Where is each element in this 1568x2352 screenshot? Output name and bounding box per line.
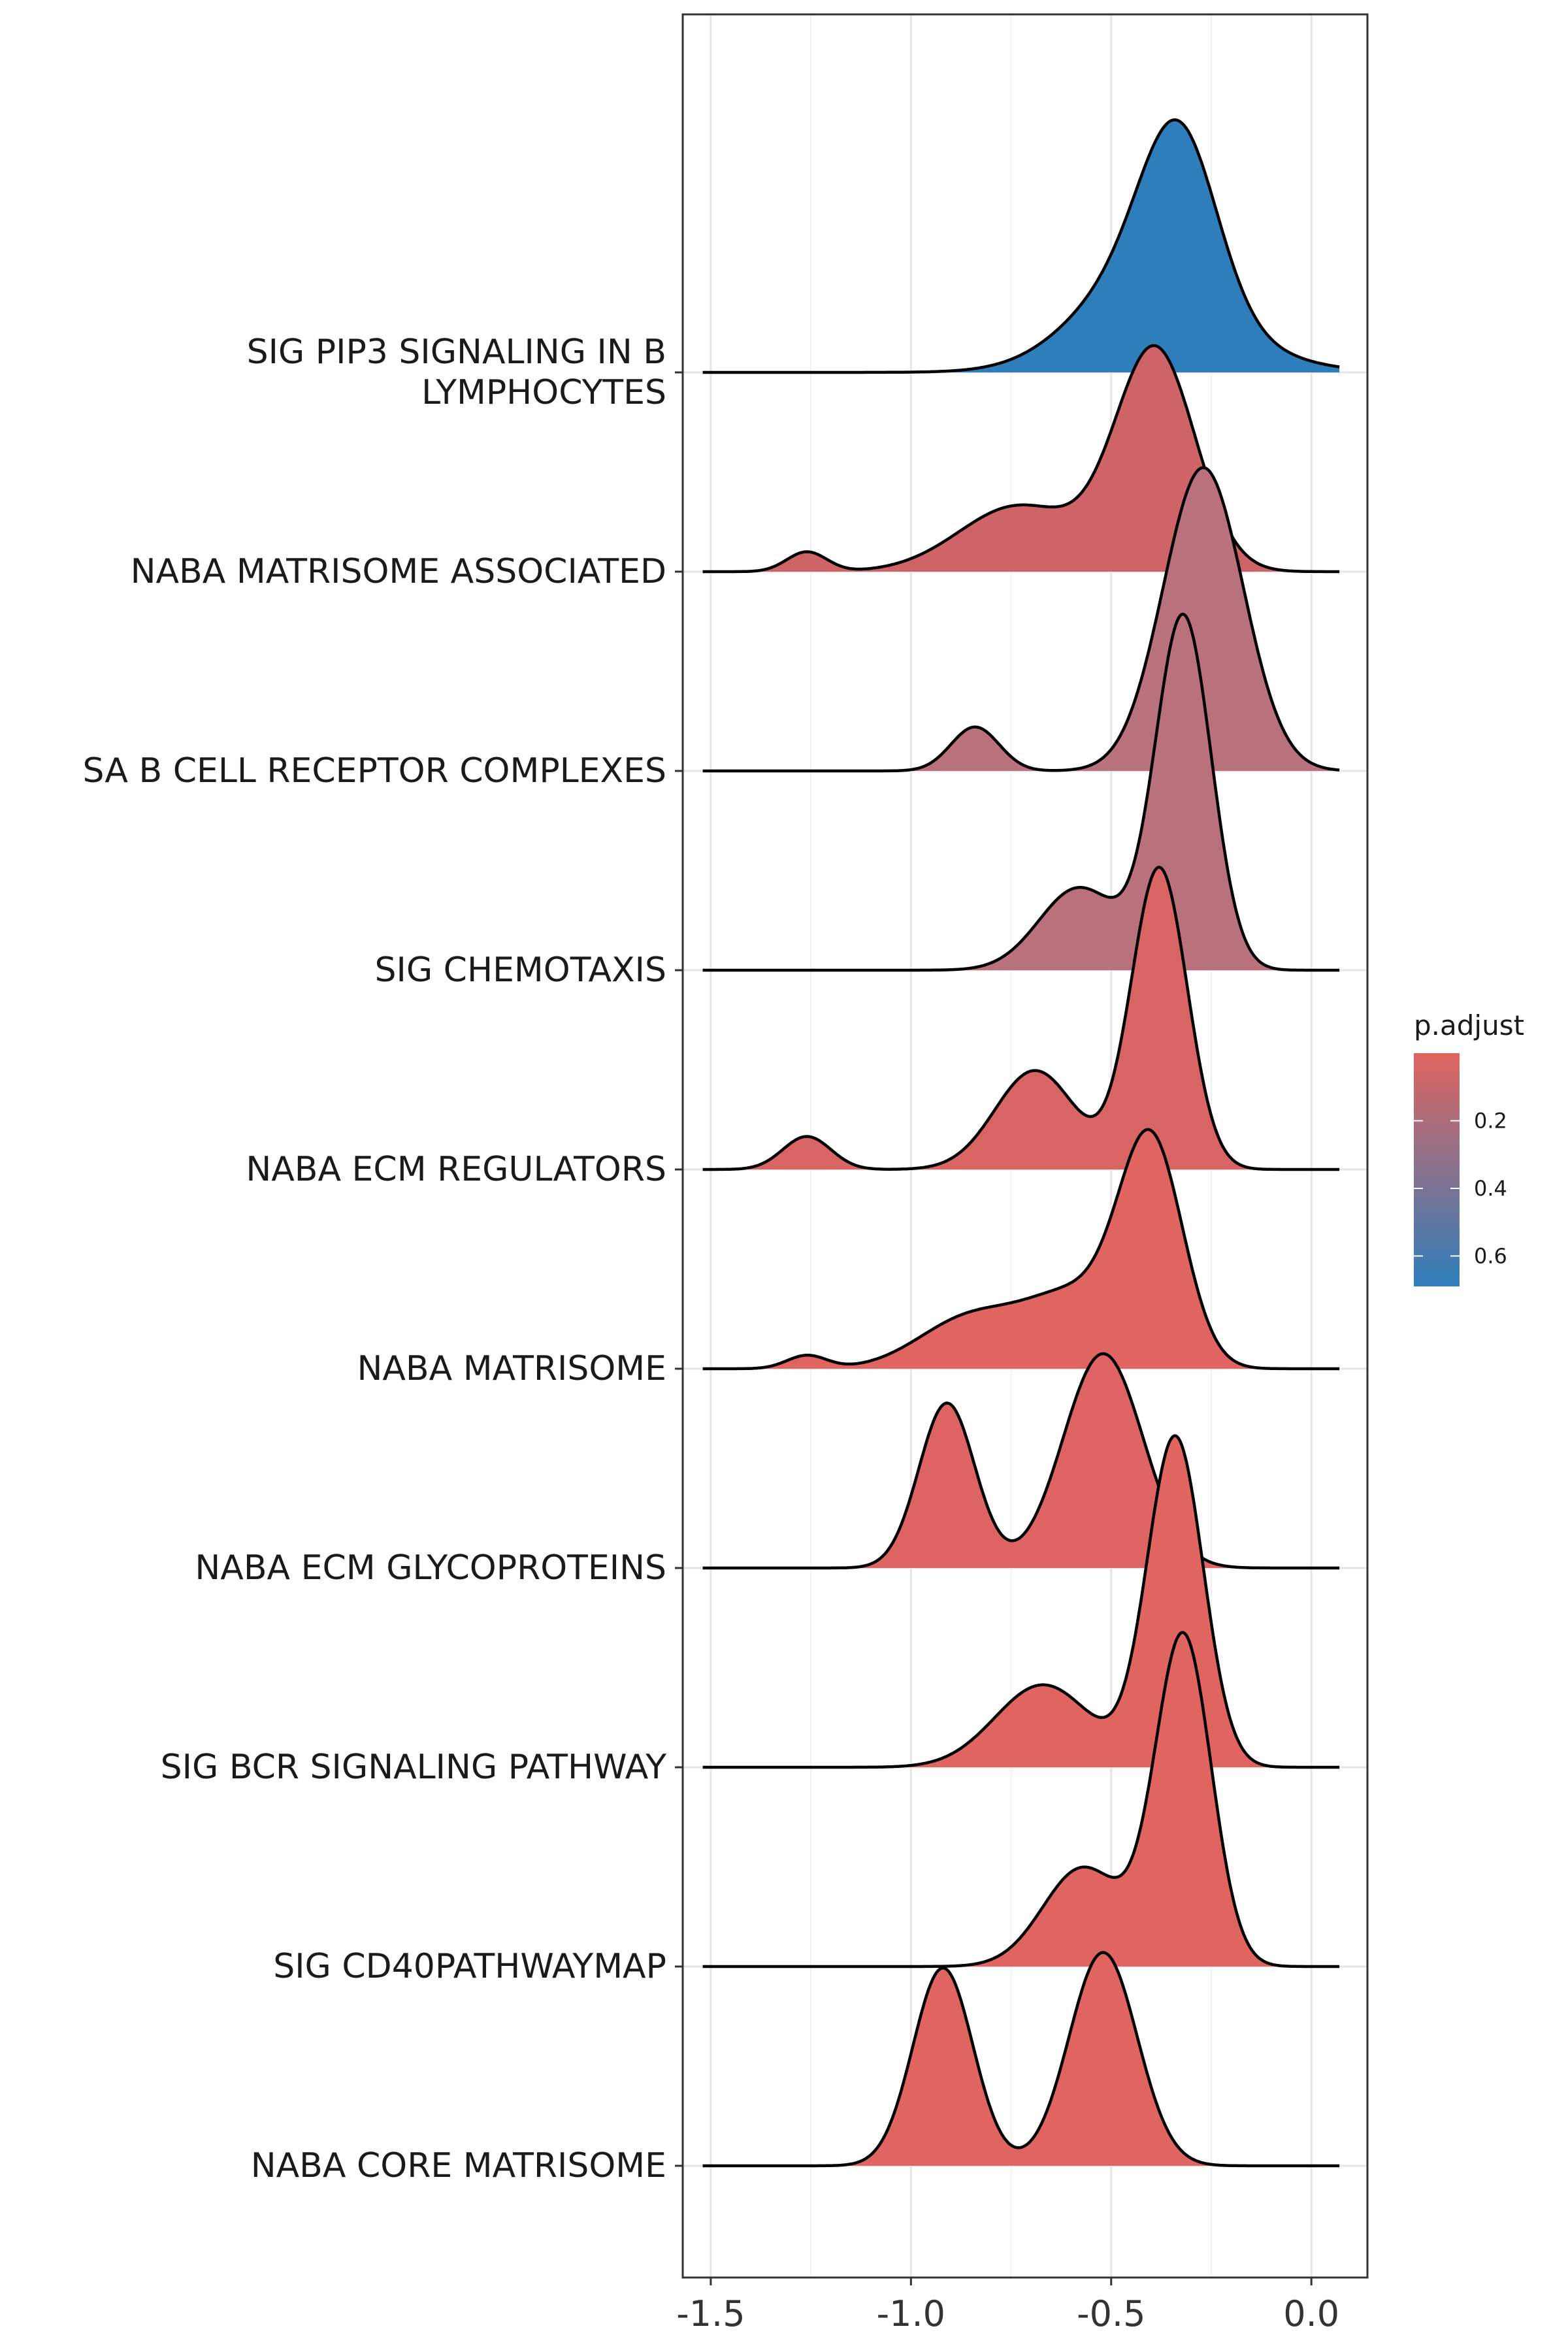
y-axis-label: NABA MATRISOME — [357, 1349, 666, 1388]
y-axis-label: SIG CHEMOTAXIS — [375, 951, 667, 990]
y-axis-label-line: NABA ECM REGULATORS — [246, 1150, 666, 1189]
y-axis-label-line: NABA ECM GLYCOPROTEINS — [195, 1548, 666, 1588]
legend-tick-label: 0.4 — [1474, 1176, 1507, 1201]
ridge-area — [702, 1129, 1340, 1369]
ridge-area — [702, 1632, 1340, 1967]
y-axis-label: SIG CD40PATHWAYMAP — [273, 1947, 666, 1986]
legend-color-bar — [1414, 1053, 1460, 1286]
x-axis-ticks: -1.5 -1.0 -0.5 0.0 — [676, 2278, 1339, 2334]
y-axis-labels: SIG PIP3 SIGNALING IN B LYMPHOCYTES NABA M… — [82, 333, 683, 2185]
y-axis-label-line: NABA MATRISOME — [357, 1349, 666, 1388]
y-axis-label: SIG BCR SIGNALING PATHWAY — [161, 1748, 667, 1787]
x-tick-label: -0.5 — [1077, 2293, 1145, 2334]
y-axis-label-line: SIG PIP3 SIGNALING IN B — [247, 333, 666, 372]
y-axis-label-line: SA B CELL RECEPTOR COMPLEXES — [82, 751, 666, 791]
y-axis-label: SIG PIP3 SIGNALING IN B LYMPHOCYTES — [247, 333, 666, 412]
y-axis-label: NABA ECM REGULATORS — [246, 1150, 666, 1189]
y-axis-label-line: SIG CHEMOTAXIS — [375, 951, 667, 990]
ridge-area — [702, 120, 1340, 372]
panel-border — [681, 13, 1369, 2279]
ridge-outline — [702, 1352, 1340, 1570]
legend-tick-label: 0.2 — [1474, 1108, 1507, 1133]
y-axis-label: NABA MATRISOME ASSOCIATED — [131, 552, 666, 591]
y-axis-label: NABA ECM GLYCOPROTEINS — [195, 1548, 666, 1588]
y-axis-label: SA B CELL RECEPTOR COMPLEXES — [82, 751, 666, 791]
plot-frame — [681, 13, 1369, 2279]
y-axis-label-line: NABA MATRISOME ASSOCIATED — [131, 552, 666, 591]
ridge-outline — [702, 1434, 1340, 1769]
ridge-outline — [702, 1631, 1340, 1968]
ridge-area — [702, 614, 1340, 970]
legend-title: p.adjust — [1414, 1009, 1524, 1041]
ridges — [702, 118, 1340, 2168]
x-tick-label: 0.0 — [1283, 2293, 1339, 2334]
legend-tick-label: 0.6 — [1474, 1243, 1507, 1268]
ridge-outline — [702, 1951, 1340, 2168]
y-axis-label-line: SIG BCR SIGNALING PATHWAY — [161, 1748, 667, 1787]
ridge-outline — [702, 1128, 1340, 1371]
ridge-outline — [702, 118, 1340, 374]
ridge-outline — [702, 466, 1340, 773]
y-axis-label-line: LYMPHOCYTES — [421, 373, 666, 412]
ridge-outline — [702, 866, 1340, 1171]
x-tick-label: -1.0 — [877, 2293, 945, 2334]
y-axis-label: NABA CORE MATRISOME — [251, 2146, 666, 2185]
x-tick-label: -1.5 — [676, 2293, 745, 2334]
ridge-outline — [702, 612, 1340, 972]
y-axis-label-line: NABA CORE MATRISOME — [251, 2146, 666, 2185]
legend: p.adjust 0.2 0.4 0.6 — [1414, 1009, 1524, 1286]
y-axis-label-line: SIG CD40PATHWAYMAP — [273, 1947, 666, 1986]
